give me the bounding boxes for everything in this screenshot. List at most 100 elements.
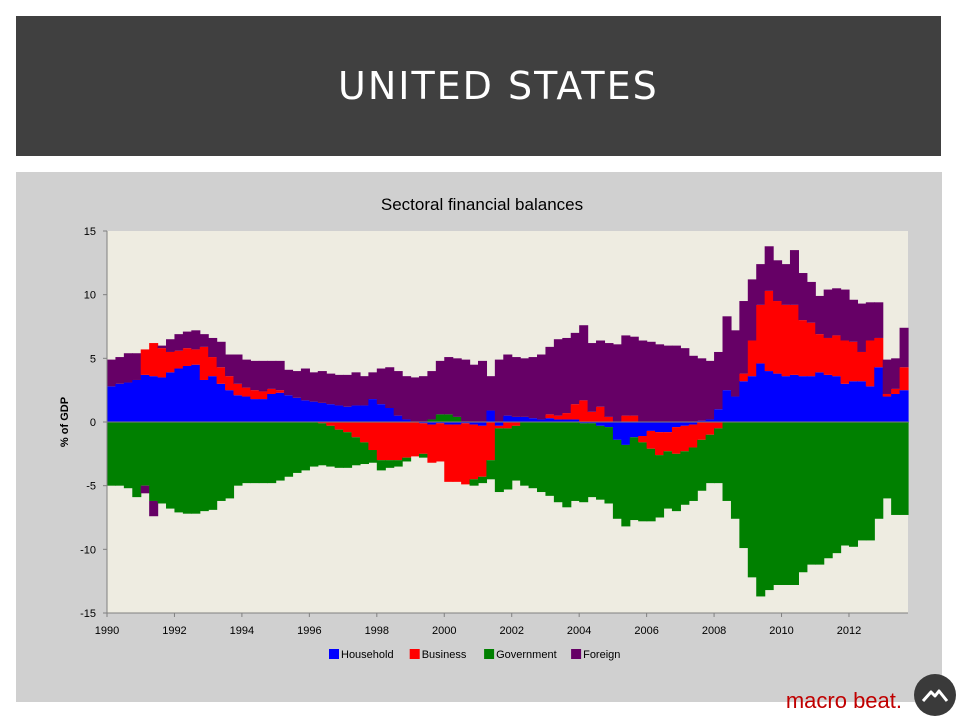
bar-business-58: [596, 406, 606, 422]
y-tick-label: 5: [90, 353, 96, 365]
bar-foreign-77: [756, 264, 766, 305]
bar-household-65: [655, 422, 665, 433]
bar-government-49: [520, 422, 530, 486]
bar-business-71: [705, 422, 715, 435]
bar-household-59: [604, 422, 614, 428]
bar-household-26: [326, 404, 336, 422]
bar-government-2: [123, 422, 133, 489]
bar-foreign-28: [343, 374, 353, 407]
bar-household-77: [756, 363, 766, 422]
bar-household-57: [587, 422, 597, 424]
bar-business-80: [781, 304, 791, 377]
bar-foreign-72: [714, 351, 724, 410]
bar-foreign-64: [646, 341, 656, 422]
bar-household-64: [646, 422, 656, 431]
bar-foreign-68: [680, 348, 690, 422]
bar-government-5: [149, 422, 159, 501]
bar-household-84: [815, 372, 825, 422]
bar-business-14: [225, 376, 235, 391]
bar-business-33: [385, 422, 395, 461]
bar-business-88: [848, 341, 859, 382]
bar-household-81: [789, 374, 799, 422]
x-tick-label: 2012: [837, 625, 861, 637]
bar-household-80: [781, 376, 791, 422]
bar-foreign-5: [149, 500, 159, 517]
bar-foreign-69: [688, 355, 698, 422]
bar-business-81: [789, 304, 799, 375]
bar-foreign-13: [216, 341, 226, 368]
bar-foreign-67: [671, 345, 681, 422]
bar-foreign-9: [182, 331, 192, 349]
y-tick-label: 0: [90, 417, 96, 429]
bar-business-31: [368, 422, 378, 451]
bar-foreign-3: [132, 353, 142, 380]
bar-foreign-38: [427, 371, 437, 420]
bar-government-41: [452, 416, 462, 422]
bar-foreign-57: [587, 343, 597, 412]
bar-household-1: [115, 383, 125, 422]
bar-business-76: [747, 340, 757, 377]
bar-government-26: [326, 425, 336, 467]
bar-government-12: [208, 422, 218, 510]
bar-government-56: [579, 423, 589, 503]
bar-foreign-29: [351, 372, 361, 406]
bar-foreign-34: [393, 371, 403, 416]
bar-business-26: [326, 422, 336, 426]
bar-foreign-92: [882, 359, 892, 394]
bar-household-72: [714, 409, 724, 422]
bar-household-8: [174, 368, 184, 422]
bar-business-5: [149, 343, 159, 377]
bar-foreign-80: [781, 264, 791, 305]
bar-government-46: [494, 428, 504, 493]
bar-business-68: [680, 425, 690, 452]
bar-household-53: [553, 419, 563, 422]
bar-foreign-17: [250, 360, 260, 391]
bar-government-45: [486, 460, 496, 480]
bar-foreign-66: [663, 345, 673, 422]
bar-household-92: [882, 396, 892, 422]
bar-household-70: [697, 420, 707, 422]
bar-government-30: [359, 442, 369, 465]
bar-business-7: [166, 351, 176, 373]
bar-government-94: [899, 422, 909, 515]
bar-business-12: [208, 357, 218, 377]
bar-foreign-39: [435, 360, 445, 415]
bar-business-61: [621, 415, 631, 422]
bar-foreign-65: [655, 344, 665, 422]
bar-household-10: [191, 364, 201, 422]
bar-household-29: [351, 405, 361, 422]
bar-business-72: [714, 422, 724, 429]
bar-foreign-70: [697, 358, 707, 421]
bar-foreign-30: [359, 376, 369, 406]
bar-foreign-11: [199, 334, 209, 347]
bar-household-16: [241, 396, 251, 422]
bar-business-77: [756, 304, 766, 364]
bar-government-9: [182, 422, 192, 514]
bar-household-60: [612, 422, 622, 440]
bar-household-48: [511, 416, 521, 422]
bar-business-86: [832, 335, 842, 377]
bar-foreign-16: [241, 359, 251, 388]
bar-household-85: [823, 374, 833, 422]
bar-government-58: [596, 425, 606, 500]
bar-government-93: [891, 422, 901, 515]
bar-government-34: [393, 460, 403, 467]
bar-foreign-50: [528, 357, 538, 419]
bar-government-79: [773, 422, 783, 585]
bar-foreign-44: [477, 360, 488, 422]
legend-label-foreign: Foreign: [583, 649, 620, 661]
bar-government-77: [756, 422, 766, 597]
bar-government-83: [806, 422, 816, 565]
bar-household-9: [182, 365, 192, 422]
bar-foreign-75: [739, 301, 749, 374]
bar-foreign-7: [166, 339, 176, 352]
bar-business-8: [174, 350, 184, 369]
x-tick-label: 1998: [365, 625, 389, 637]
bar-household-43: [469, 422, 479, 425]
bar-government-51: [537, 422, 547, 493]
legend-swatch-business: [409, 649, 420, 659]
bar-household-13: [216, 383, 226, 422]
x-tick-label: 2008: [702, 625, 726, 637]
bar-household-87: [840, 383, 850, 422]
legend-label-government: Government: [496, 649, 557, 661]
